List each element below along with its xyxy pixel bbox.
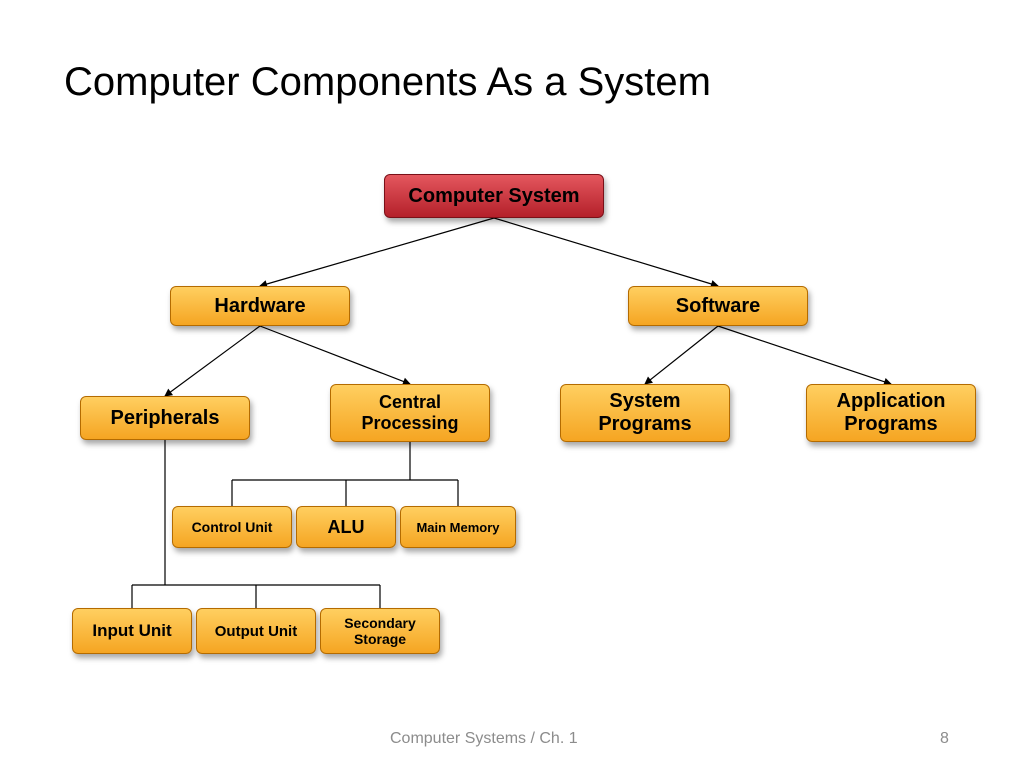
- node-label: Central Processing: [361, 392, 458, 434]
- slide: Computer Components As a System Computer…: [0, 0, 1024, 768]
- node-output-unit: Output Unit: [196, 608, 316, 654]
- node-label: System Programs: [598, 390, 691, 436]
- node-application-programs: Application Programs: [806, 384, 976, 442]
- node-label: Computer System: [408, 185, 579, 208]
- node-label: Application Programs: [837, 390, 946, 436]
- slide-title: Computer Components As a System: [64, 60, 711, 105]
- node-label: Hardware: [214, 295, 305, 318]
- node-main-memory: Main Memory: [400, 506, 516, 548]
- node-label: Input Unit: [92, 621, 171, 641]
- node-secondary-storage: Secondary Storage: [320, 608, 440, 654]
- node-control-unit: Control Unit: [172, 506, 292, 548]
- node-label: Control Unit: [192, 519, 273, 535]
- node-label: Main Memory: [416, 520, 499, 535]
- node-alu: ALU: [296, 506, 396, 548]
- node-system-programs: System Programs: [560, 384, 730, 442]
- node-central-processing: Central Processing: [330, 384, 490, 442]
- node-label: Output Unit: [215, 623, 297, 640]
- node-label: Peripherals: [111, 407, 220, 430]
- node-label: Secondary Storage: [344, 615, 416, 647]
- node-root: Computer System: [384, 174, 604, 218]
- node-hardware: Hardware: [170, 286, 350, 326]
- footer-chapter: Computer Systems / Ch. 1: [390, 730, 578, 748]
- node-input-unit: Input Unit: [72, 608, 192, 654]
- node-peripherals: Peripherals: [80, 396, 250, 440]
- node-label: ALU: [328, 517, 365, 538]
- node-label: Software: [676, 295, 760, 318]
- node-software: Software: [628, 286, 808, 326]
- footer-page-number: 8: [940, 730, 949, 748]
